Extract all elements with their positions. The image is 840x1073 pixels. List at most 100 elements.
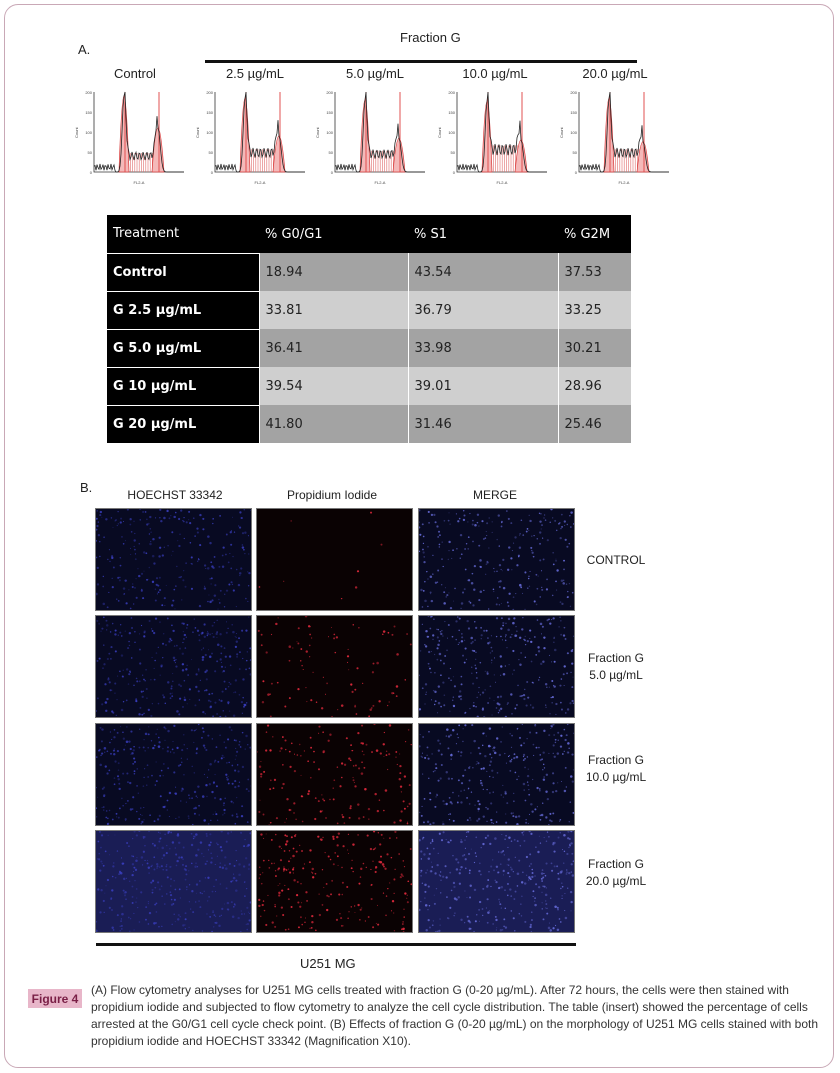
histogram-y-tick: 0 (331, 170, 334, 175)
histogram-y-tick: 50 (88, 150, 93, 155)
cell-line-label: U251 MG (300, 956, 356, 971)
micrograph-image (418, 615, 575, 718)
histogram-svg: 200 150 100 50 0 Count FL2-A (195, 90, 305, 185)
histogram-y-tick: 150 (206, 110, 213, 115)
row-label-line1: Fraction G (587, 857, 644, 871)
cell-g0g1: 33.81 (258, 291, 408, 329)
panel-a-label: A. (78, 42, 91, 57)
histogram-10-0: 200 150 100 50 0 Count FL2-A (435, 86, 550, 186)
histogram-svg: 200 150 100 50 0 Count FL2-A (315, 90, 425, 185)
histogram-y-label: Count (315, 126, 320, 138)
histogram-svg: 200 150 100 50 0 Count FL2-A (74, 90, 184, 185)
cell-g2m: 33.25 (557, 291, 631, 329)
histogram-trace (334, 91, 425, 173)
row-label-10-0: Fraction G 10.0 µg/mL (580, 752, 652, 786)
row-treatment: G 10 µg/mL (107, 366, 259, 405)
cell-g0g1: 36.41 (258, 329, 408, 367)
figure-badge: Figure 4 (28, 989, 82, 1008)
row-treatment: G 20 µg/mL (107, 404, 259, 443)
histogram-y-tick: 200 (326, 90, 333, 95)
header-treatment: Treatment (107, 215, 259, 253)
cell-s1: 33.98 (407, 329, 558, 367)
histogram-y-tick: 50 (329, 150, 334, 155)
histogram-y-tick: 150 (326, 110, 333, 115)
histogram-y-tick: 0 (90, 170, 93, 175)
hist-label-2-5: 2.5 µg/mL (225, 66, 285, 81)
histogram-5-0: 200 150 100 50 0 Count FL2-A (313, 86, 428, 186)
histogram-svg: 200 150 100 50 0 Count FL2-A (437, 90, 547, 185)
histogram-svg: 200 150 100 50 0 Count FL2-A (559, 90, 669, 185)
row-label-line2: 5.0 µg/mL (589, 668, 643, 682)
histogram-y-label: Count (195, 126, 200, 138)
histogram-y-tick: 50 (573, 150, 578, 155)
histogram-x-label: FL2-A (619, 180, 630, 185)
histogram-y-tick: 150 (448, 110, 455, 115)
table-row: G 2.5 µg/mL 33.81 36.79 33.25 (107, 290, 631, 329)
row-treatment: G 2.5 µg/mL (107, 290, 259, 329)
histogram-x-label: FL2-A (375, 180, 386, 185)
histogram-x-label: FL2-A (134, 180, 145, 185)
histogram-y-tick: 0 (453, 170, 456, 175)
histogram-y-tick: 0 (211, 170, 214, 175)
hist-label-control: Control (114, 66, 156, 81)
row-treatment: Control (107, 252, 259, 291)
histogram-y-tick: 0 (575, 170, 578, 175)
histogram-x-label: FL2-A (497, 180, 508, 185)
cell-g0g1: 18.94 (258, 253, 408, 291)
histogram-y-tick: 100 (570, 130, 577, 135)
micrograph-image (256, 508, 413, 611)
table-header-row: Treatment % G0/G1 % S1 % G2M (107, 215, 631, 253)
histogram-20-0: 200 150 100 50 0 Count FL2-A (557, 86, 672, 186)
table-row: G 10 µg/mL 39.54 39.01 28.96 (107, 366, 631, 405)
micrograph-image (418, 830, 575, 933)
row-label-line2: 10.0 µg/mL (585, 770, 647, 784)
histogram-trace (93, 91, 184, 173)
micrograph-image (256, 723, 413, 826)
histogram-x-label: FL2-A (255, 180, 266, 185)
header-g0g1: % G0/G1 (259, 215, 408, 253)
histogram-y-tick: 100 (448, 130, 455, 135)
row-label-5-0: Fraction G 5.0 µg/mL (580, 650, 652, 684)
header-g2m: % G2M (558, 215, 631, 253)
hist-label-10-0: 10.0 µg/mL (462, 66, 528, 81)
row-label-control: CONTROL (580, 552, 652, 569)
header-s1: % S1 (408, 215, 558, 253)
histogram-y-tick: 50 (209, 150, 214, 155)
cell-s1: 36.79 (407, 291, 558, 329)
micrograph-image (418, 508, 575, 611)
histogram-trace (578, 91, 669, 173)
cell-g0g1: 41.80 (258, 405, 408, 443)
column-label-propidium: Propidium Iodide (286, 488, 378, 502)
histogram-y-tick: 200 (448, 90, 455, 95)
micrograph-image (95, 723, 252, 826)
histogram-y-tick: 200 (85, 90, 92, 95)
cell-cycle-table: Treatment % G0/G1 % S1 % G2M Control 18.… (107, 215, 631, 443)
hist-label-5-0: 5.0 µg/mL (345, 66, 405, 81)
micrograph-image (95, 615, 252, 718)
micrograph-image (256, 615, 413, 718)
cell-s1: 31.46 (407, 405, 558, 443)
histogram-y-label: Count (74, 126, 79, 138)
micrograph-image (418, 723, 575, 826)
histogram-y-tick: 100 (326, 130, 333, 135)
micrograph-image (256, 830, 413, 933)
histogram-y-tick: 150 (570, 110, 577, 115)
cell-g2m: 30.21 (557, 329, 631, 367)
micrograph-image (95, 508, 252, 611)
histogram-y-label: Count (437, 126, 442, 138)
row-treatment: G 5.0 µg/mL (107, 328, 259, 367)
histogram-control: 200 150 100 50 0 Count FL2-A (72, 86, 187, 186)
histogram-trace (214, 91, 305, 173)
figure-caption: (A) Flow cytometry analyses for U251 MG … (91, 983, 819, 1048)
fraction-title: Fraction G (400, 30, 461, 45)
column-label-hoechst: HOECHST 33342 (127, 488, 223, 502)
cell-g2m: 28.96 (557, 367, 631, 405)
fraction-bracket-line (205, 60, 637, 63)
cell-line-bracket (96, 943, 576, 946)
column-label-merge: MERGE (472, 488, 517, 502)
histogram-2-5: 200 150 100 50 0 Count FL2-A (193, 86, 308, 186)
table-row: G 20 µg/mL 41.80 31.46 25.46 (107, 404, 631, 443)
row-label-line1: Fraction G (587, 651, 644, 665)
cell-s1: 43.54 (407, 253, 558, 291)
row-label-line2: 20.0 µg/mL (585, 874, 647, 888)
